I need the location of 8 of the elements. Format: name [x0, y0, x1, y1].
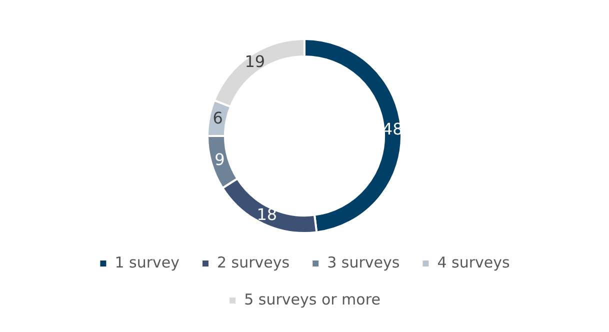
- legend-label: 5 surveys or more: [244, 290, 380, 308]
- legend-label: 4 surveys: [437, 253, 510, 272]
- data-label: 6: [212, 108, 223, 128]
- data-label: 19: [244, 52, 266, 72]
- data-label: 9: [214, 150, 225, 169]
- legend-label: 3 surveys: [327, 253, 400, 272]
- legend-label: 2 surveys: [216, 253, 290, 272]
- legend-label: 1 survey: [114, 253, 180, 272]
